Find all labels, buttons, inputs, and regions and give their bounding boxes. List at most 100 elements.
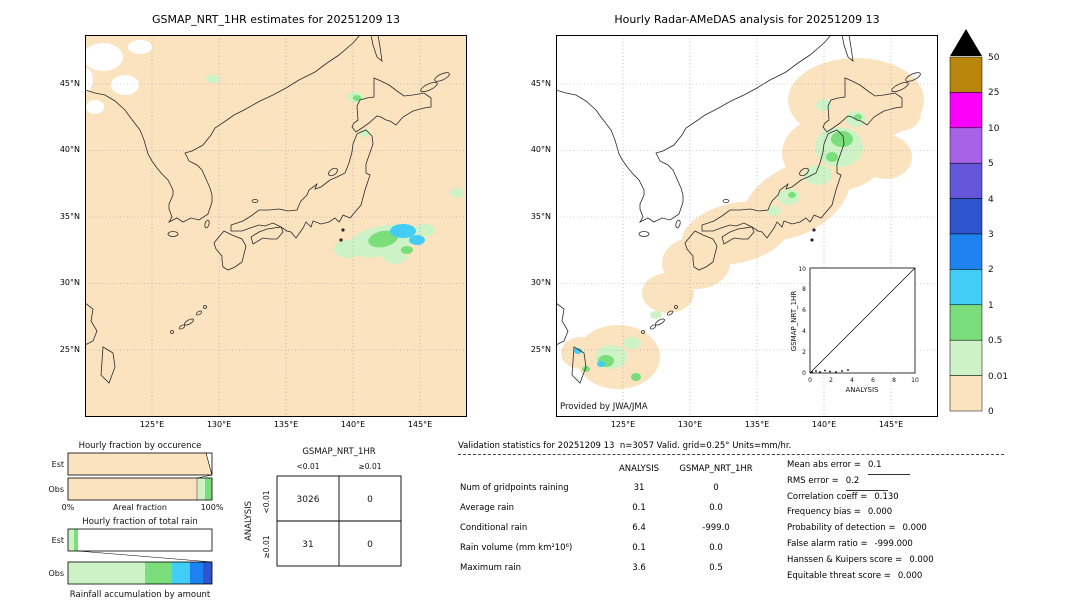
left-map-xtick: 145°E [407, 420, 433, 429]
stats-value: 0.1 [632, 503, 646, 513]
gsmap-estimate-map [85, 35, 467, 417]
right-map-xtick: 145°E [878, 420, 904, 429]
svg-text:50: 50 [988, 53, 1000, 63]
inset-xtick: 8 [892, 377, 896, 384]
left-map-xtick: 135°E [273, 420, 299, 429]
stats-col-gsmap: GSMAP_NRT_1HR [679, 464, 753, 474]
svg-text:1: 1 [988, 301, 994, 311]
left-map-ytick: 45°N [59, 79, 80, 88]
right-map-xtick: 130°E [677, 420, 703, 429]
stats-value: -999.0 [702, 523, 730, 533]
totalrain-bars [67, 528, 213, 585]
score-label: RMS error = [787, 475, 839, 486]
right-map-xtick: 125°E [610, 420, 636, 429]
totalrain-title: Hourly fraction of total rain [82, 517, 197, 527]
left-map-title: GSMAP_NRT_1HR estimates for 20251209 13 [151, 13, 401, 26]
inset-ytick: 6 [802, 307, 806, 314]
inset-ylabel: GSMAP_NRT_1HR [790, 291, 798, 352]
score-value: 0.130 [874, 491, 899, 502]
stats-row-label: Rain volume (mm km²10⁶) [460, 543, 573, 553]
left-map-xtick: 140°E [340, 420, 366, 429]
inset-xlabel: ANALYSIS [845, 386, 879, 394]
score-label: Mean abs error = [787, 460, 861, 470]
score-list: Mean abs error = 0.1 RMS error = 0.2 Corre… [787, 458, 934, 584]
svg-text:0.01: 0.01 [988, 372, 1008, 382]
svg-text:0.5: 0.5 [988, 336, 1002, 346]
inset-xtick: 10 [911, 377, 919, 384]
right-map-ytick: 40°N [530, 145, 551, 154]
stats-value: 0.1 [632, 543, 646, 553]
svg-text:0: 0 [988, 407, 994, 417]
occurrence-bars [67, 452, 213, 501]
credit-text: Provided by JWA/JMA [560, 402, 648, 412]
score-value: 0.000 [867, 507, 893, 518]
inset-ytick: 10 [798, 266, 806, 273]
inset-ytick: 4 [802, 328, 806, 335]
right-map-ytick: 45°N [530, 79, 551, 88]
score-value: 0.2 [845, 474, 888, 491]
svg-text:4: 4 [988, 195, 994, 205]
contingency-value: 31 [302, 540, 313, 550]
right-map-ytick: 35°N [530, 212, 551, 221]
svg-text:25: 25 [988, 88, 999, 98]
stats-row-label: Num of gridpoints raining [460, 483, 569, 493]
colorbar-segments [949, 56, 983, 412]
right-map-xtick: 140°E [811, 420, 837, 429]
left-map-rain-patches [206, 75, 464, 264]
score-label: False alarm ratio = [787, 538, 868, 549]
inset-xtick: 2 [829, 377, 833, 384]
contingency-axis-label: ANALYSIS [244, 501, 254, 541]
stats-value: 0 [713, 483, 719, 493]
left-map-xtick: 130°E [206, 420, 232, 429]
totalrain-obs-label: Obs [48, 569, 64, 578]
left-map-xtick: 125°E [139, 420, 165, 429]
score-value: 0.1 [868, 458, 910, 475]
occurrence-est-label: Est [52, 460, 64, 469]
fraction-charts: Hourly fraction by occurence Est Obs 0% … [48, 441, 224, 600]
contingency-row-header: ≥0.01 [262, 535, 271, 558]
inset-xtick: 4 [850, 377, 854, 384]
stats-value: 0.5 [709, 563, 723, 573]
stats-value: 0.0 [709, 503, 723, 513]
score-label: Probability of detection = [787, 523, 896, 534]
contingency-col-header: <0.01 [297, 462, 320, 471]
left-map-ytick: 35°N [59, 212, 80, 221]
score-label: Frequency bias = [787, 507, 861, 518]
occurrence-title: Hourly fraction by occurence [79, 441, 202, 451]
stats-divider [458, 454, 1004, 455]
svg-text:5: 5 [988, 159, 994, 169]
score-label: Hanssen & Kuipers score = [787, 554, 903, 565]
contingency-value: 3026 [297, 495, 320, 505]
stats-value: 6.4 [632, 523, 646, 533]
occurrence-obs-label: Obs [48, 485, 64, 494]
score-label: Correlation coeff = [787, 491, 868, 502]
areal-0-label: 0% [62, 503, 75, 512]
inset-ytick: 0 [802, 370, 806, 377]
inset-ytick: 8 [802, 286, 806, 293]
right-map-xtick: 135°E [744, 420, 770, 429]
svg-text:3: 3 [988, 230, 994, 240]
stats-row-label: Maximum rain [460, 563, 522, 573]
score-label: Equitable threat score = [787, 570, 891, 581]
score-value: 0.000 [897, 570, 923, 581]
stats-row-label: Average rain [460, 503, 515, 513]
colorbar-overflow-triangle [950, 29, 982, 56]
stats-value: 0.0 [709, 543, 723, 553]
stats-row-label: Conditional rain [460, 523, 528, 533]
areal-axis-label: Areal fraction [113, 503, 167, 512]
inset-ytick: 2 [802, 349, 806, 356]
left-map-nodata-patches [85, 40, 152, 114]
right-map-ytick: 30°N [530, 278, 551, 287]
stats-table: ANALYSIS GSMAP_NRT_1HR Num of gridpoints… [458, 460, 762, 578]
stats-col-analysis: ANALYSIS [618, 464, 660, 474]
totalrain-axis-label: Rainfall accumulation by amount [70, 590, 211, 600]
score-value: 0.000 [909, 554, 934, 565]
colorbar: 50 25 10 5 4 3 2 1 0.5 0.01 0 [949, 29, 1008, 417]
svg-text:2: 2 [988, 265, 994, 275]
contingency-row-header: <0.01 [262, 490, 271, 513]
radar-analysis-map: 0 2 4 6 8 10 0 2 4 6 8 10 ANALYSIS GSMAP… [556, 35, 938, 417]
left-map-ytick: 40°N [59, 145, 80, 154]
areal-100-label: 100% [201, 503, 224, 512]
stats-value: 31 [633, 483, 645, 493]
